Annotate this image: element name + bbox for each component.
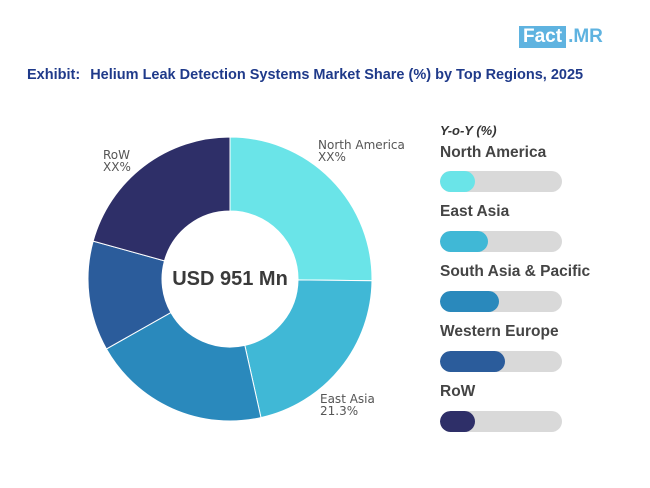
bar-fill-row	[440, 411, 476, 432]
bar-fill-south-asia-pacific	[440, 291, 499, 312]
region-name-east-asia: East Asia	[440, 203, 510, 220]
slice-label-row-name: RoW	[103, 148, 131, 162]
bar-track-north-america	[440, 171, 562, 192]
slice-label-east-asia-name: East Asia	[320, 392, 375, 406]
donut-slice-north-america	[229, 136, 373, 282]
slice-label-row: RoW XX%	[103, 149, 131, 173]
logo-fact-text: Fact	[519, 26, 567, 48]
bar-fill-western-europe	[440, 351, 505, 372]
slice-label-east-asia-value: 21.3%	[320, 404, 359, 418]
slice-label-east-asia: East Asia 21.3%	[320, 393, 375, 417]
bar-track-east-asia	[440, 231, 562, 252]
donut-center-label: USD 951 Mn	[172, 268, 288, 290]
region-name-north-america: North America	[440, 144, 547, 161]
title-prefix: Exhibit:	[27, 67, 81, 83]
slice-label-north-america-name: North America	[318, 138, 405, 152]
slice-label-north-america: North America XX%	[318, 139, 405, 163]
donut-slice-row	[92, 136, 231, 262]
title-text: Helium Leak Detection Systems Market Sha…	[90, 67, 584, 83]
slice-label-row-value: XX%	[103, 160, 131, 174]
factmr-logo: Fact .MR	[519, 26, 603, 48]
bar-fill-north-america	[440, 171, 476, 192]
region-name-western-europe: Western Europe	[440, 323, 559, 340]
bar-track-row	[440, 411, 562, 432]
logo-mr-text: .MR	[568, 26, 603, 47]
yoy-heading: Y-o-Y (%)	[440, 123, 497, 138]
bar-track-south-asia-pacific	[440, 291, 562, 312]
donut-slice-south-asia-pacific	[105, 311, 262, 422]
bar-fill-east-asia	[440, 231, 488, 252]
chart-title: Exhibit: Helium Leak Detection Systems M…	[27, 67, 637, 83]
slice-label-north-america-value: XX%	[318, 150, 346, 164]
donut-slice-east-asia	[244, 279, 373, 419]
region-name-row: RoW	[440, 383, 476, 400]
region-name-south-asia-pacific: South Asia & Pacific	[440, 263, 591, 280]
bar-track-western-europe	[440, 351, 562, 372]
